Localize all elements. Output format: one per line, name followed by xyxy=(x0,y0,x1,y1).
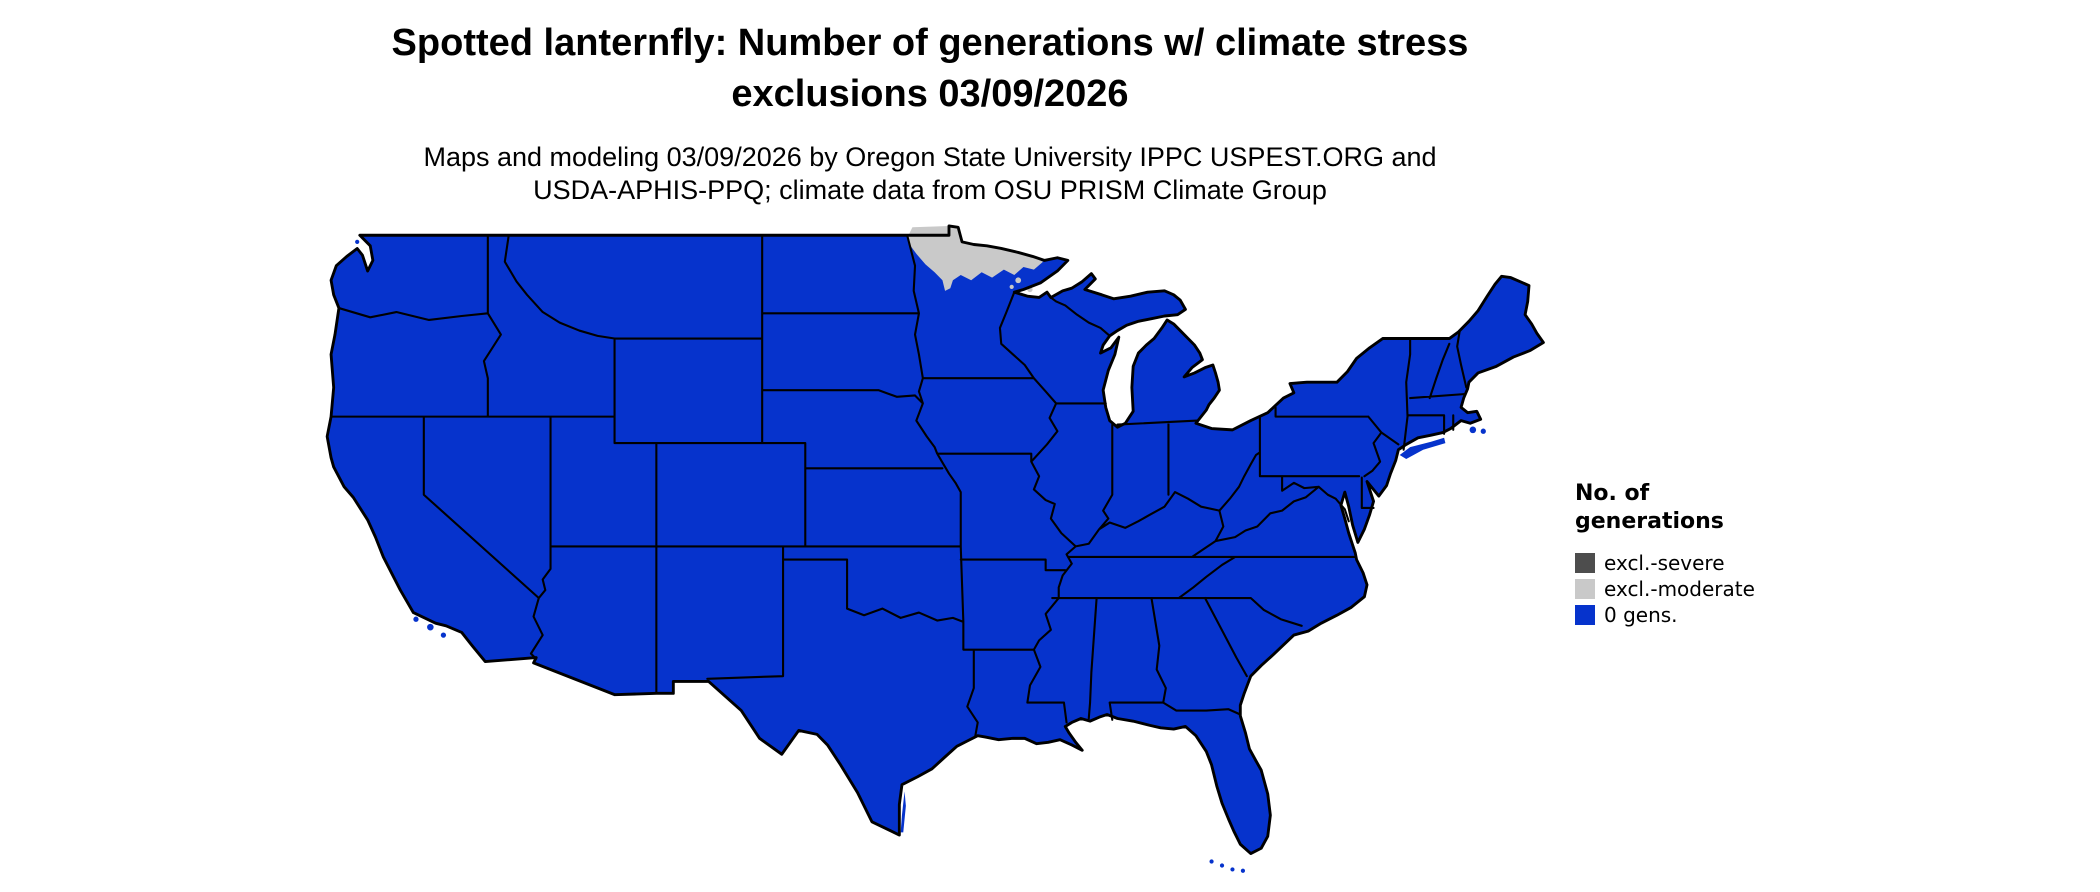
map-legend: No. of generations excl.-severe excl.-mod… xyxy=(1575,480,1835,628)
legend-swatch-excl-severe xyxy=(1575,553,1595,574)
subtitle-line2: USDA-APHIS-PPQ; climate data from OSU PR… xyxy=(533,175,1327,206)
minnesota-moderate-area xyxy=(908,225,1044,291)
title-line2: exclusions 03/09/2026 xyxy=(731,73,1129,116)
legend-label-excl-moderate: excl.-moderate xyxy=(1604,577,1755,602)
legend-title-line2: generations xyxy=(1575,509,1724,535)
island-dot xyxy=(427,623,434,631)
island-dot xyxy=(355,239,360,244)
us-map xyxy=(318,222,1546,884)
legend-swatch-excl-moderate xyxy=(1575,579,1595,600)
island-dot xyxy=(1219,863,1225,868)
moderate-speck xyxy=(1009,284,1014,289)
legend-label-0-gens: 0 gens. xyxy=(1604,603,1678,628)
legend-item-excl-moderate: excl.-moderate xyxy=(1575,576,1835,602)
header: Spotted lanternfly: Number of generation… xyxy=(0,18,1860,208)
legend-item-0-gens: 0 gens. xyxy=(1575,602,1835,628)
legend-item-excl-severe: excl.-severe xyxy=(1575,550,1835,576)
padre-island xyxy=(900,791,906,833)
page-title: Spotted lanternfly: Number of generation… xyxy=(0,18,1860,121)
island-dot xyxy=(1519,348,1524,353)
island-dot xyxy=(1480,428,1486,434)
title-line1: Spotted lanternfly: Number of generation… xyxy=(391,22,1469,64)
legend-swatch-0-gens xyxy=(1575,605,1595,626)
island-dot xyxy=(1230,867,1235,872)
us-map-svg xyxy=(325,224,1545,873)
long-island xyxy=(1399,437,1446,459)
island-dot xyxy=(1469,426,1477,434)
conus-landmass xyxy=(327,225,1544,854)
legend-title-line1: No. of xyxy=(1575,481,1650,506)
island-dot xyxy=(440,632,447,638)
moderate-speck xyxy=(1015,277,1022,284)
subtitle-line1: Maps and modeling 03/09/2026 by Oregon S… xyxy=(423,141,1437,172)
legend-title: No. of generations xyxy=(1575,480,1835,536)
national-outline xyxy=(325,224,1545,856)
island-dot xyxy=(1240,868,1246,873)
island-dot xyxy=(1507,352,1512,357)
state-borders xyxy=(330,234,1468,739)
island-dot xyxy=(413,616,419,622)
legend-label-excl-severe: excl.-severe xyxy=(1604,551,1725,576)
page-subtitle: Maps and modeling 03/09/2026 by Oregon S… xyxy=(0,141,1860,209)
island-dot xyxy=(1209,859,1214,864)
